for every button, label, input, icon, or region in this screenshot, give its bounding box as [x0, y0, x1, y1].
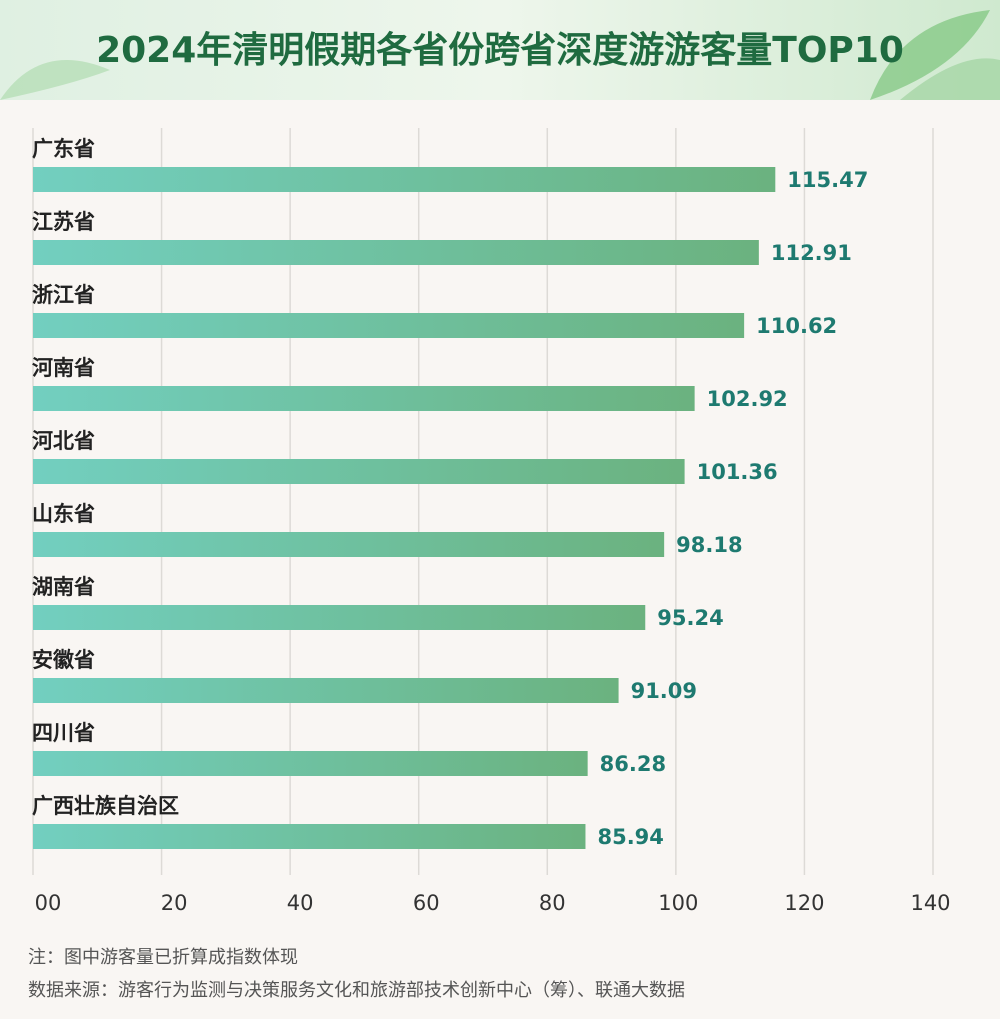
category-label: 河北省	[32, 429, 95, 453]
x-tick-label: 40	[287, 891, 314, 915]
bar	[33, 167, 776, 192]
value-label: 112.91	[771, 241, 852, 265]
x-tick-label: 80	[539, 891, 566, 915]
bar	[33, 532, 665, 557]
value-label: 86.28	[600, 752, 666, 776]
source-note: 数据来源：游客行为监测与决策服务文化和旅游部技术创新中心（筹）、联通大数据	[28, 980, 685, 1001]
bar	[33, 240, 759, 265]
x-tick-label: 140	[910, 891, 950, 915]
note: 注：图中游客量已折算成指数体现	[28, 947, 298, 968]
value-label: 102.92	[707, 387, 788, 411]
category-label: 四川省	[32, 721, 95, 745]
banner	[0, 0, 1000, 100]
category-label: 浙江省	[32, 283, 95, 307]
x-tick-label: 100	[658, 891, 698, 915]
category-label: 湖南省	[32, 575, 95, 599]
x-tick-label: 120	[784, 891, 824, 915]
value-label: 110.62	[756, 314, 837, 338]
x-tick-label: 60	[413, 891, 440, 915]
bar	[33, 386, 695, 411]
value-label: 85.94	[597, 825, 663, 849]
x-tick-label: 20	[161, 891, 188, 915]
x-tick-label: 00	[35, 891, 62, 915]
category-label: 广西壮族自治区	[32, 794, 179, 818]
category-label: 江苏省	[32, 210, 95, 234]
bar	[33, 605, 646, 630]
value-label: 91.09	[631, 679, 697, 703]
leaf	[900, 58, 1000, 100]
leaf	[870, 10, 990, 100]
leaf	[0, 60, 110, 100]
category-label: 山东省	[32, 502, 95, 526]
bar	[33, 678, 619, 703]
category-label: 河南省	[32, 356, 95, 380]
bar	[33, 313, 745, 338]
chart-title: 2024年清明假期各省份跨省深度游游客量TOP10	[96, 30, 904, 71]
category-label: 安徽省	[32, 648, 95, 672]
value-label: 101.36	[697, 460, 778, 484]
category-label: 广东省	[32, 137, 95, 161]
bar	[33, 459, 685, 484]
bar	[33, 751, 588, 776]
value-label: 95.24	[657, 606, 723, 630]
bar	[33, 824, 586, 849]
value-label: 115.47	[787, 168, 868, 192]
value-label: 98.18	[676, 533, 742, 557]
